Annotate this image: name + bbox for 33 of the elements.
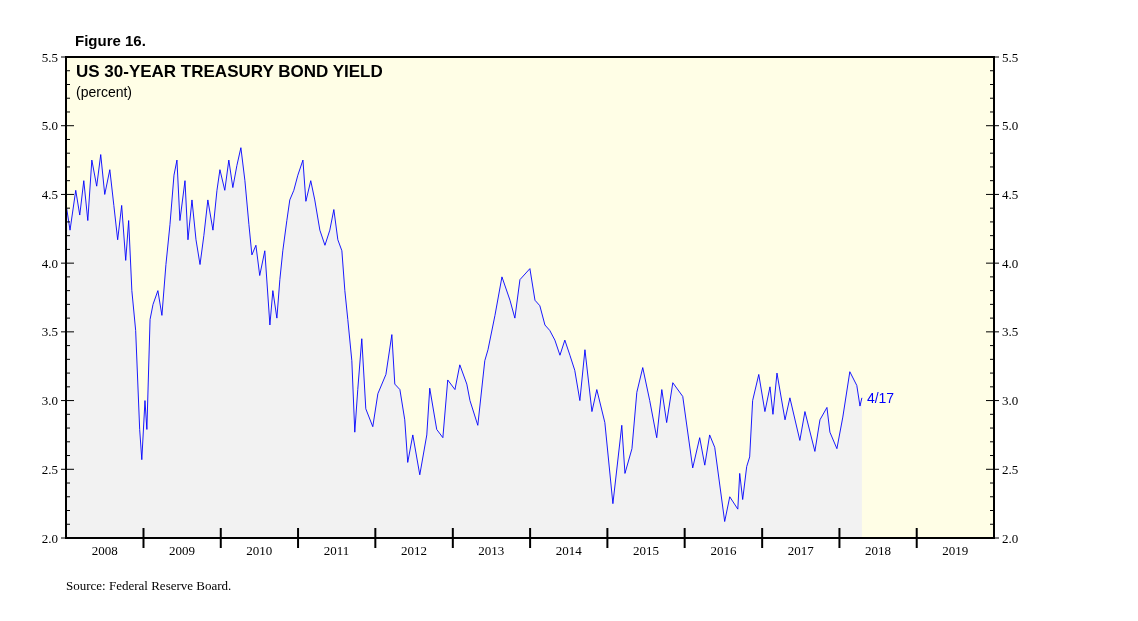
- source-note: Source: Federal Reserve Board.: [66, 578, 232, 593]
- y-tick-label: 3.0: [41, 393, 58, 409]
- x-tick-label: 2011: [323, 543, 350, 558]
- caption: Figure 16.: [75, 32, 146, 49]
- y-tick-label: 2.0: [41, 530, 58, 546]
- x-tick-label: 2014: [555, 543, 583, 558]
- x-tick-label: 2009: [169, 543, 196, 558]
- x-tick-label: 2018: [864, 543, 891, 558]
- y2-tick-label: 3.5: [1002, 324, 1019, 340]
- y2-tick-label: 5.0: [1002, 118, 1019, 134]
- x-tick-label: 2019: [942, 543, 969, 558]
- annotation: 4/17: [866, 389, 895, 406]
- x-tick-label: 2017: [787, 543, 815, 558]
- x-tick-label: 2012: [401, 543, 428, 558]
- x-tick-label: 2008: [91, 543, 118, 558]
- y-tick-label: 4.0: [41, 255, 58, 271]
- y-tick-label: 4.5: [41, 186, 58, 202]
- x-tick-label: 2013: [478, 543, 505, 558]
- y-tick-label: 3.5: [41, 324, 58, 340]
- y-tick-label: 5.0: [41, 118, 58, 134]
- y2-tick-label: 2.5: [1002, 461, 1019, 477]
- text: (percent): [76, 84, 133, 100]
- x-tick-label: 2010: [246, 543, 273, 558]
- y2-tick-label: 2.0: [1002, 530, 1019, 546]
- y2-tick-label: 4.5: [1002, 186, 1019, 202]
- y2-tick-label: 4.0: [1002, 255, 1019, 271]
- x-tick-label: 2016: [710, 543, 737, 558]
- x-tick-label: 2015: [632, 543, 659, 558]
- chart-title: US 30-YEAR TREASURY BOND YIELD: [76, 62, 383, 81]
- y-tick-label: 5.5: [41, 49, 58, 65]
- y-tick-label: 2.5: [41, 461, 58, 477]
- y2-tick-label: 5.5: [1002, 49, 1019, 65]
- y2-tick-label: 3.0: [1002, 393, 1019, 409]
